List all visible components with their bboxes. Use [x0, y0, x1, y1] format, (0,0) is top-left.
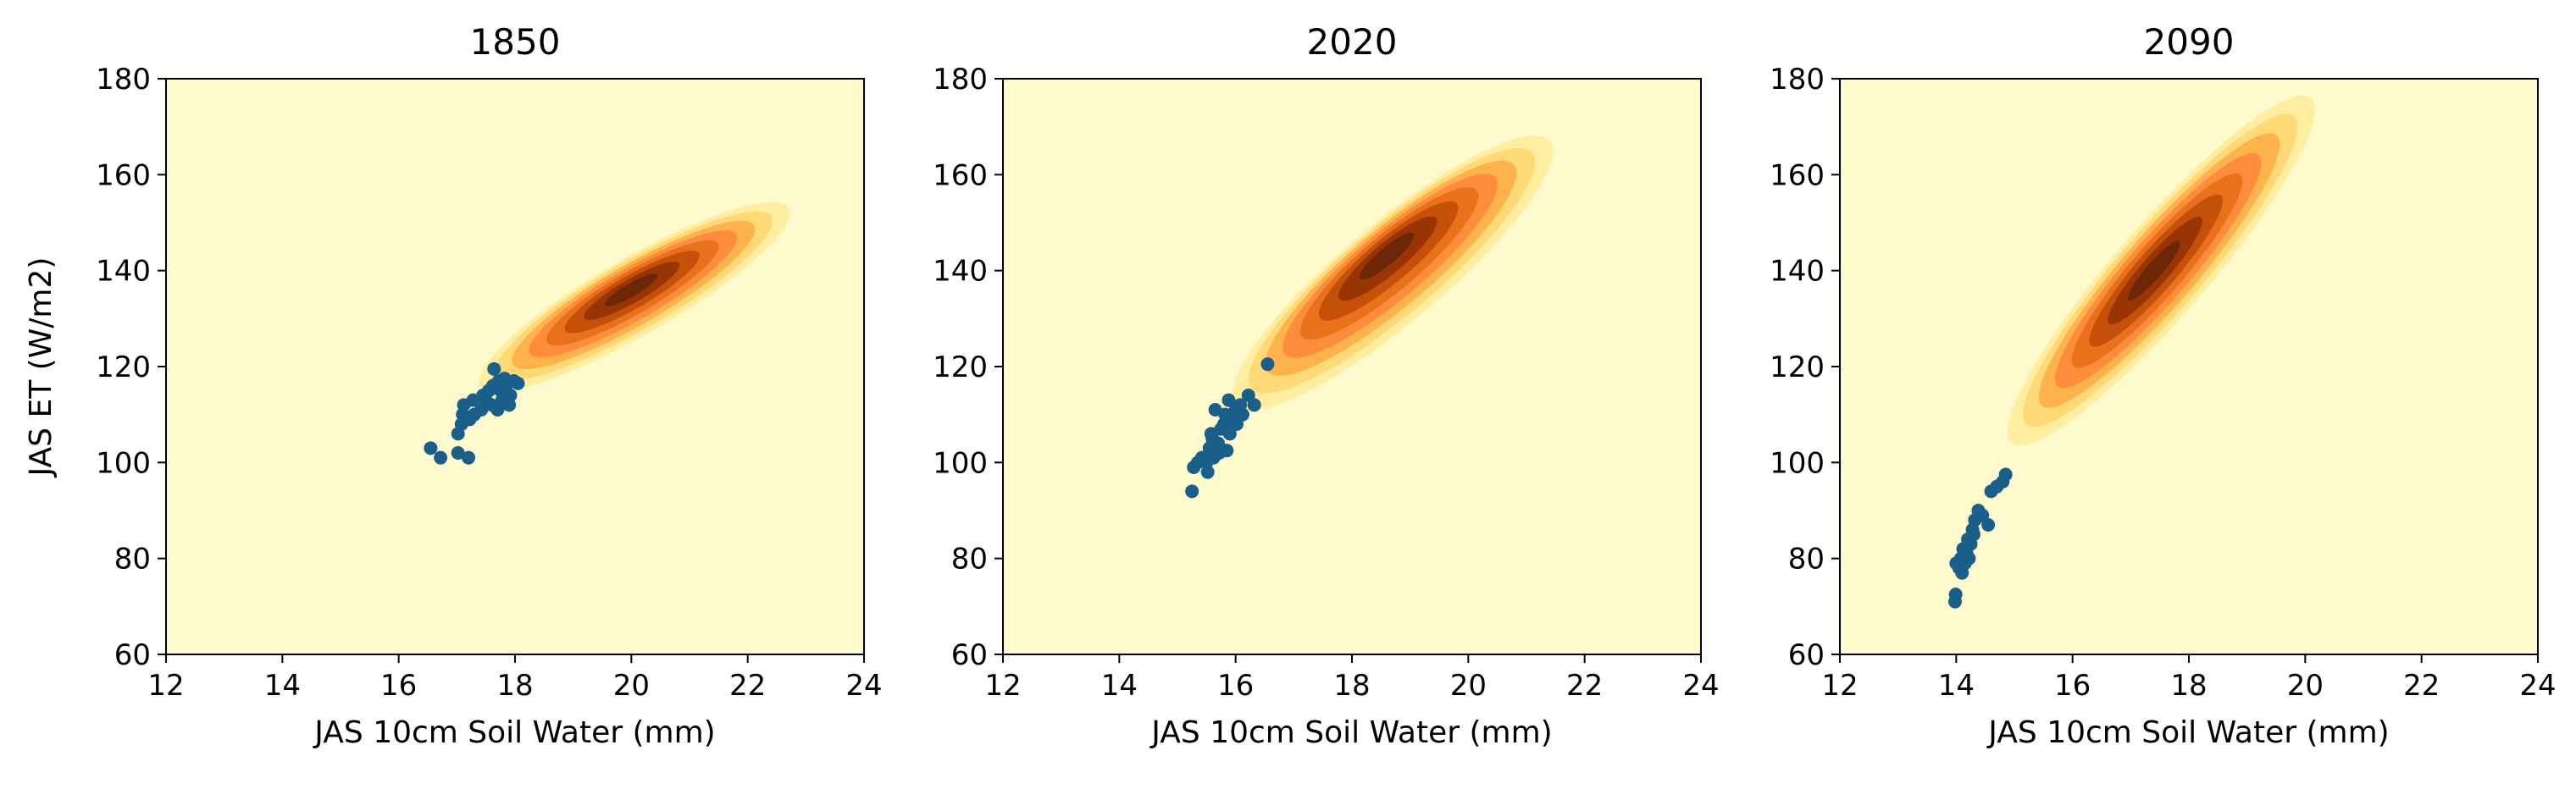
panel-2: 12 14 16 18 20 22 24 60 80 100 120 140 160 180 2020 JAS…: [933, 21, 1720, 750]
x-tick-label: 16: [2054, 669, 2091, 703]
scatter-point: [1220, 444, 1234, 458]
x-tick-label: 20: [613, 669, 650, 703]
plot-background: [1840, 79, 2538, 654]
y-tick-label: 60: [1788, 638, 1825, 672]
scatter-point: [451, 446, 465, 460]
x-tick-label: 22: [729, 669, 766, 703]
y-tick-label: 100: [96, 446, 151, 480]
x-tick-label: 18: [1333, 669, 1370, 703]
y-tick-label: 160: [96, 158, 151, 192]
density-contours: [479, 201, 790, 392]
y-tick-label: 120: [96, 350, 151, 384]
scatter-points: [1185, 357, 1275, 499]
y-tick-label: 160: [933, 158, 988, 192]
scatter-point: [434, 450, 448, 465]
scatter-point: [1222, 427, 1237, 441]
y-tick-label: 140: [96, 255, 151, 289]
x-tick-label: 16: [380, 669, 417, 703]
y-tick-label: 120: [933, 350, 988, 384]
scatter-point: [1962, 551, 1976, 566]
panel-1: 12 14 16 18 20 22 24 60 80 100 120 140 160 180 1850 JAS…: [24, 21, 883, 750]
density-contours: [2007, 95, 2315, 446]
scatter-point: [1260, 357, 1275, 372]
y-tick-label: 80: [1788, 543, 1825, 577]
chart-title: 1850: [470, 21, 561, 63]
x-tick-label: 14: [1938, 669, 1975, 703]
scatter-point: [1205, 432, 1220, 445]
y-tick-label: 140: [933, 255, 988, 289]
chart-title: 2020: [1307, 21, 1398, 63]
x-tick-label: 24: [1682, 669, 1719, 703]
scatter-points: [1947, 467, 2013, 609]
x-tick-label: 12: [984, 669, 1021, 703]
scatter-point: [490, 403, 505, 417]
y-tick-label: 60: [114, 638, 151, 672]
y-tick-label: 80: [951, 543, 988, 577]
y-tick-label: 180: [1770, 63, 1825, 97]
scatter-point: [424, 441, 438, 455]
scatter-point: [1247, 398, 1261, 412]
x-axis-label: JAS 10cm Soil Water (mm): [1986, 715, 2389, 750]
scatter-point: [511, 376, 525, 390]
scatter-point: [1955, 566, 1969, 580]
x-tick-label: 20: [2287, 669, 2324, 703]
chart-title: 2090: [2144, 21, 2235, 63]
x-tick-label: 18: [2170, 669, 2207, 703]
x-tick-label: 12: [1821, 669, 1858, 703]
scatter-point: [1185, 484, 1199, 499]
scatter-point: [487, 361, 501, 376]
x-tick-label: 24: [2519, 669, 2556, 703]
y-tick-label: 80: [114, 543, 151, 577]
density-contours: [1232, 135, 1554, 411]
scatter-points: [424, 361, 525, 465]
scatter-point: [462, 450, 476, 465]
scatter-point: [1222, 393, 1236, 407]
y-tick-label: 100: [1770, 446, 1825, 480]
y-tick-label: 180: [933, 63, 988, 97]
y-tick-label: 160: [1770, 158, 1825, 192]
scatter-point: [1966, 527, 1980, 542]
x-tick-label: 22: [1566, 669, 1603, 703]
density-level-8: [1359, 232, 1415, 280]
scatter-point: [1981, 518, 1996, 532]
x-axis-label: JAS 10cm Soil Water (mm): [1150, 715, 1552, 750]
scatter-point: [503, 389, 518, 402]
x-tick-label: 16: [1217, 669, 1254, 703]
x-tick-label: 24: [845, 669, 882, 703]
y-axis-label: JAS ET (W/m2): [24, 257, 58, 478]
x-tick-label: 20: [1450, 669, 1487, 703]
x-tick-label: 12: [147, 669, 184, 703]
scatter-point: [1235, 407, 1249, 422]
y-tick-label: 120: [1770, 350, 1825, 384]
x-tick-label: 14: [1101, 669, 1138, 703]
x-tick-label: 22: [2403, 669, 2440, 703]
plot-background: [1003, 79, 1701, 654]
y-tick-label: 140: [1770, 255, 1825, 289]
y-tick-label: 100: [933, 446, 988, 480]
y-tick-label: 180: [96, 63, 151, 97]
density-level-8: [2127, 240, 2180, 301]
scatter-point: [1200, 465, 1215, 479]
x-tick-label: 18: [496, 669, 533, 703]
y-tick-label: 60: [951, 638, 988, 672]
x-axis-label: JAS 10cm Soil Water (mm): [313, 715, 715, 750]
panel-3: 12 14 16 18 20 22 24 60 80 100 120 140 160 180 2090 JAS…: [1770, 21, 2557, 750]
x-tick-label: 14: [264, 669, 301, 703]
density-level-8: [605, 273, 658, 306]
scatter-point: [1998, 467, 2013, 482]
scatter-point: [1948, 588, 1963, 602]
